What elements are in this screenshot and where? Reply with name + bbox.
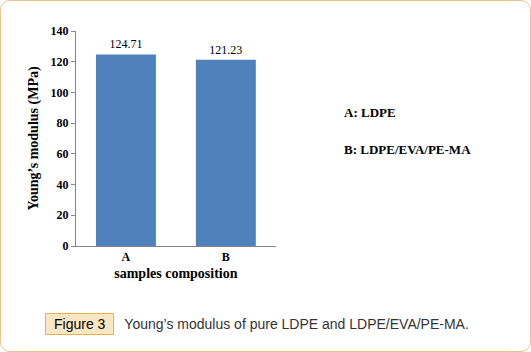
svg-text:40: 40 xyxy=(57,178,69,192)
svg-text:B: LDPE/EVA/PE-MA: B: LDPE/EVA/PE-MA xyxy=(344,142,471,157)
svg-text:B: B xyxy=(222,250,230,264)
svg-text:80: 80 xyxy=(57,116,69,130)
svg-text:samples composition: samples composition xyxy=(114,266,238,281)
svg-text:0: 0 xyxy=(63,239,69,253)
svg-text:140: 140 xyxy=(51,24,69,38)
svg-text:120: 120 xyxy=(51,55,69,69)
html-text:Young’s modulus of pure LDPE a: Young’s modulus of pure LDPE and LDPE/EV… xyxy=(124,316,469,332)
svg-text:A: LDPE: A: LDPE xyxy=(344,105,396,120)
svg-text:100: 100 xyxy=(51,86,69,100)
svg-text:121.23: 121.23 xyxy=(209,43,242,57)
svg-text:124.71: 124.71 xyxy=(109,37,142,51)
svg-text:A: A xyxy=(122,250,131,264)
svg-text:20: 20 xyxy=(57,208,69,222)
html-text:Figure 3: Figure 3 xyxy=(54,316,106,332)
svg-text:Young’s modulus (MPa): Young’s modulus (MPa) xyxy=(26,66,42,211)
svg-text:60: 60 xyxy=(57,147,69,161)
